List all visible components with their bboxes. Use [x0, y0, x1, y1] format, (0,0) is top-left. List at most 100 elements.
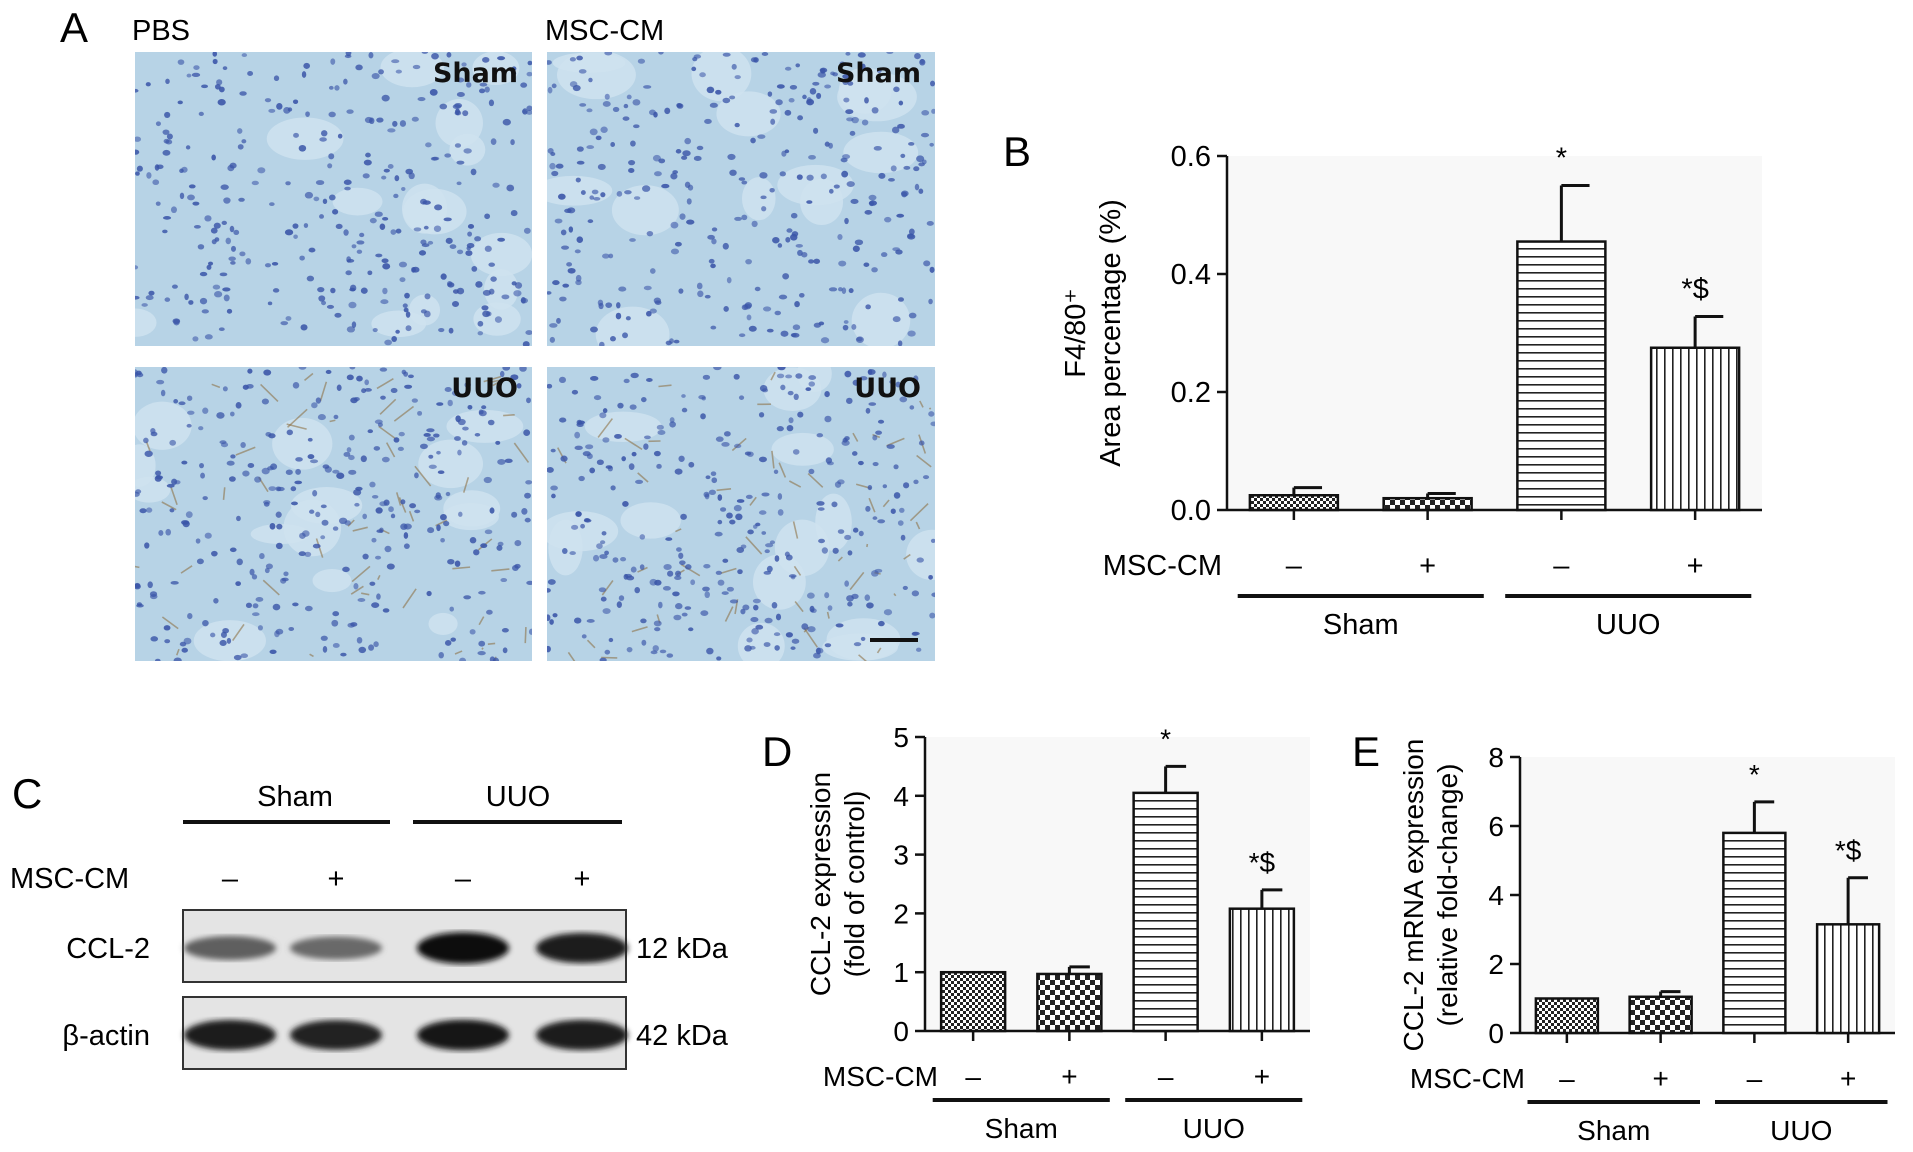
- blot-band: [536, 932, 628, 964]
- y-tick-label: 2: [893, 898, 909, 929]
- treatment-label: MSC-CM: [823, 1061, 938, 1092]
- blot-band: [417, 932, 509, 964]
- tissue-texture: [135, 52, 532, 346]
- group-label: Sham: [1577, 1115, 1650, 1146]
- panel-d: D: [762, 728, 792, 775]
- bar: [1036, 972, 1103, 1033]
- blot-band: [290, 936, 382, 960]
- blot-band: [184, 936, 276, 960]
- col-label-msc-cm: MSC-CM: [545, 15, 664, 47]
- treatment-sign: –: [965, 1061, 981, 1092]
- y-tick-label: 1: [893, 957, 909, 988]
- blot-treatment-label: MSC-CM: [10, 863, 129, 895]
- significance-label: *: [1556, 143, 1567, 175]
- bar: [1534, 997, 1600, 1035]
- tissue-texture: [547, 52, 935, 346]
- bar: [1382, 496, 1473, 512]
- panel-b: B: [1003, 128, 1031, 175]
- bar: [1516, 240, 1607, 512]
- bar: [1722, 831, 1787, 1035]
- y-axis-label: CCL-2 mRNA expression: [1398, 739, 1429, 1052]
- treatment-sign: –: [1559, 1063, 1575, 1094]
- micrograph-label: UUO: [451, 373, 518, 404]
- significance-label: *$: [1835, 835, 1862, 866]
- blot-size-label: 42 kDa: [636, 1020, 729, 1052]
- micrograph-tile: Sham: [547, 52, 935, 346]
- bar: [1248, 494, 1340, 512]
- panel-letter-b: B: [1003, 128, 1031, 175]
- y-axis-label: Area percentage (%): [1095, 199, 1127, 467]
- blot-band: [417, 1019, 509, 1051]
- panel-letter-a: A: [60, 4, 88, 51]
- treatment-sign: –: [1747, 1063, 1763, 1094]
- y-tick-label: 0.4: [1171, 259, 1211, 291]
- blot-sign: +: [328, 863, 345, 895]
- y-tick-label: 0.6: [1171, 141, 1211, 173]
- blot-protein-label: β-actin: [62, 1020, 150, 1052]
- treatment-label: MSC-CM: [1103, 550, 1222, 582]
- group-label: Sham: [985, 1113, 1058, 1144]
- chart-e: 0 2 4 6 8 CCL-2 mRNA expression (relative fold…: [1398, 739, 1895, 1146]
- y-tick-label: 5: [893, 722, 909, 753]
- blot-sign: –: [455, 863, 472, 895]
- y-axis-label: CCL-2 expression: [805, 772, 836, 996]
- group-label: UUO: [1770, 1115, 1832, 1146]
- y-tick-label: 0.2: [1171, 377, 1211, 409]
- treatment-sign: +: [1061, 1061, 1077, 1092]
- bar: [1815, 923, 1881, 1035]
- micrograph-tile: Sham: [135, 52, 532, 346]
- col-label-pbs: PBS: [132, 15, 190, 47]
- y-tick-label: 2: [1488, 949, 1504, 980]
- panel-letter-d: D: [762, 728, 792, 775]
- y-tick-label: 0.0: [1171, 495, 1211, 527]
- significance-label: *$: [1249, 847, 1276, 878]
- blot-sign: +: [574, 863, 591, 895]
- group-label: Sham: [1323, 609, 1399, 641]
- blot-band: [184, 1019, 276, 1051]
- y-tick-label: 3: [893, 840, 909, 871]
- panel-letter-e: E: [1352, 728, 1380, 775]
- significance-label: *: [1749, 759, 1760, 790]
- treatment-sign: +: [1840, 1063, 1856, 1094]
- y-tick-label: 0: [1488, 1018, 1504, 1049]
- y-tick-label: 4: [1488, 880, 1504, 911]
- tissue-texture: [135, 367, 532, 661]
- bar: [1628, 995, 1693, 1035]
- treatment-sign: +: [1652, 1063, 1668, 1094]
- blot-strips: CCL-2 12 kDa β-actin 42 kDa: [62, 909, 729, 1070]
- treatment-sign: +: [1687, 550, 1704, 582]
- micrograph-tile: UUO: [135, 367, 532, 661]
- treatment-sign: +: [1254, 1061, 1270, 1092]
- y-tick-label: 4: [893, 781, 909, 812]
- blot-band: [290, 1020, 382, 1050]
- treatment-sign: –: [1553, 550, 1570, 582]
- bar: [1228, 907, 1296, 1033]
- bar: [1649, 346, 1741, 512]
- panel-c-western-blot: C Sham UUO MSC-CM – + – + CCL-2 12 kDa β-acti…: [10, 770, 729, 1070]
- panel-a: A PBS MSC-CM Sham Sham UUO UUO: [60, 4, 935, 661]
- blot-strip: β-actin 42 kDa: [62, 996, 729, 1070]
- treatment-sign: –: [1286, 550, 1303, 582]
- bar: [939, 970, 1007, 1033]
- panel-e: E: [1352, 728, 1380, 775]
- blot-protein-label: CCL-2: [66, 933, 150, 965]
- treatment-label: MSC-CM: [1410, 1063, 1525, 1094]
- significance-label: *$: [1681, 273, 1708, 305]
- micrograph-grid: Sham Sham UUO UUO: [135, 52, 935, 661]
- group-label: UUO: [1183, 1113, 1245, 1144]
- y-axis-label: F4/80⁺: [1060, 288, 1092, 377]
- micrograph-tile: UUO: [547, 367, 935, 661]
- y-tick-label: 0: [893, 1016, 909, 1047]
- chart-b: 0.0 0.2 0.4 0.6 F4/80⁺ Area percentage (%) – + *…: [1060, 141, 1762, 641]
- micrograph-label: UUO: [854, 373, 921, 404]
- bar: [1132, 791, 1199, 1033]
- blot-strip: CCL-2 12 kDa: [66, 909, 729, 983]
- micrograph-label: Sham: [433, 58, 518, 89]
- blot-sign: –: [222, 863, 239, 895]
- y-axis-label: (relative fold-change): [1432, 763, 1463, 1026]
- significance-label: *: [1160, 723, 1171, 754]
- y-axis-label: (fold of control): [839, 791, 870, 978]
- tissue-texture: [547, 367, 935, 661]
- group-label: UUO: [1596, 609, 1660, 641]
